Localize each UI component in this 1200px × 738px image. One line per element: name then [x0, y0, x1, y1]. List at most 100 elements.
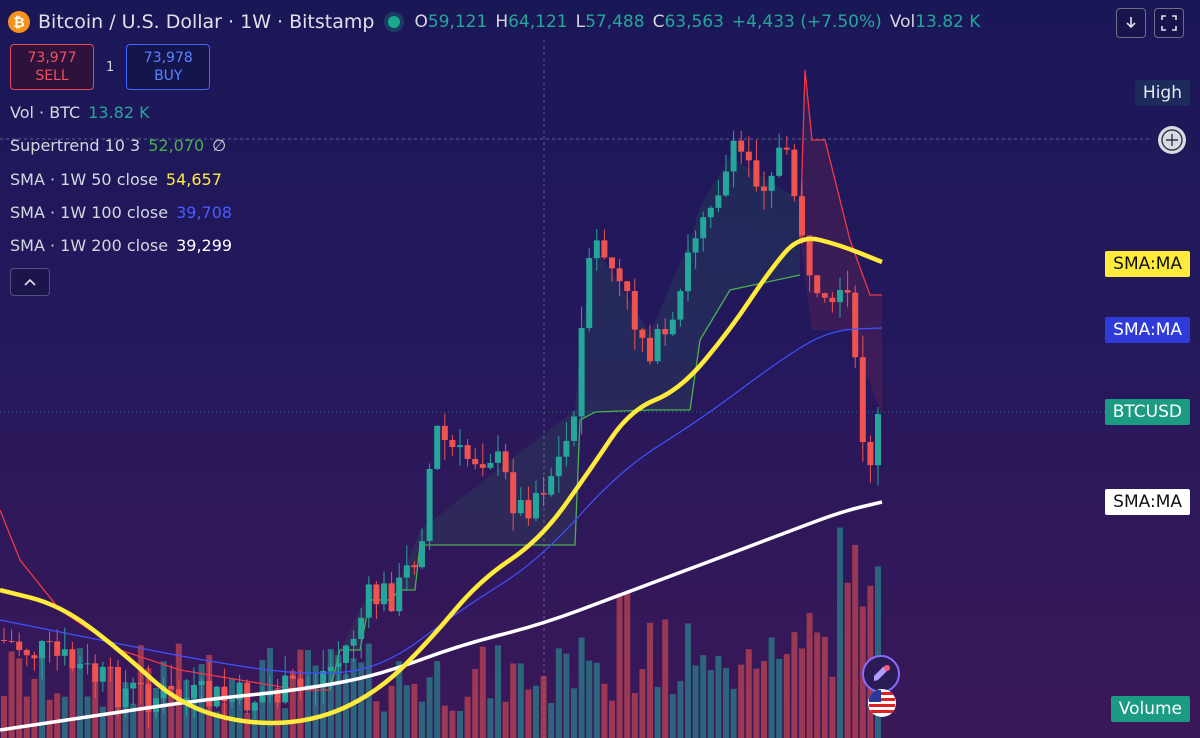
- candle-body: [396, 577, 403, 612]
- candles: [1, 130, 881, 729]
- volume-bar: [639, 669, 646, 738]
- candle-body: [434, 425, 441, 469]
- candle-body: [31, 655, 38, 659]
- volume-bar: [335, 654, 342, 738]
- candle-body: [563, 440, 570, 457]
- supertrend-fill: [330, 70, 882, 690]
- volume-bar: [426, 677, 433, 738]
- candle-body: [457, 445, 463, 448]
- sell-button[interactable]: 73,977 SELL: [10, 44, 94, 90]
- sell-price: 73,977: [27, 50, 77, 66]
- volume-bar: [403, 685, 410, 738]
- sma50-line: [0, 236, 883, 726]
- candle-body: [61, 649, 68, 656]
- volume-bar: [692, 665, 699, 738]
- candle-body: [122, 688, 129, 708]
- volume-bar: [350, 658, 357, 738]
- btcusd-price-label: BTCUSD: [1104, 399, 1190, 425]
- volume-bar: [601, 683, 608, 738]
- download-button[interactable]: [1116, 8, 1146, 38]
- volume-bar: [525, 689, 532, 738]
- assistant-button[interactable]: [862, 655, 900, 693]
- candle-body: [358, 617, 365, 639]
- candle-body: [274, 693, 281, 703]
- volume-bar: [555, 648, 562, 738]
- candle-body: [601, 240, 608, 258]
- volume-bar: [92, 667, 99, 738]
- legend-sma100[interactable]: SMA · 1W 100 close 39,708: [10, 203, 233, 222]
- supertrend-lines: [0, 69, 882, 691]
- candle-body: [517, 500, 524, 514]
- volume-bar: [274, 687, 281, 738]
- volume-bar: [761, 661, 767, 738]
- collapse-legend-button[interactable]: [10, 268, 50, 296]
- candle-body: [1, 640, 7, 641]
- volume-bar: [783, 654, 790, 738]
- candle-body: [753, 160, 760, 187]
- candle-body: [16, 641, 23, 650]
- candle-body: [867, 442, 874, 466]
- candle-body: [137, 682, 144, 685]
- volume-bar: [624, 592, 631, 738]
- region-button[interactable]: [868, 689, 896, 717]
- add-alert-button[interactable]: [1158, 126, 1186, 154]
- candle-body: [700, 217, 707, 239]
- volume-bar: [487, 698, 494, 738]
- candle-body: [654, 329, 661, 362]
- volume-bar: [738, 664, 745, 738]
- candle-body: [198, 680, 205, 686]
- candle-body: [639, 329, 646, 338]
- candle-body: [745, 151, 752, 161]
- legend-supertrend[interactable]: Supertrend 10 3 52,070 ∅: [10, 136, 227, 155]
- volume-bar: [396, 661, 403, 738]
- volume-bar: [373, 701, 380, 738]
- candle-body: [799, 196, 805, 236]
- candle-body: [350, 638, 357, 646]
- volume-bar: [46, 699, 53, 738]
- volume-bar: [707, 670, 714, 738]
- candle-body: [586, 258, 593, 329]
- candle-body: [381, 583, 387, 605]
- candle-body: [525, 500, 532, 519]
- volume-bar: [852, 544, 859, 738]
- volume-bar: [168, 687, 175, 738]
- fullscreen-button[interactable]: [1154, 8, 1184, 38]
- chevron-up-icon: [24, 278, 36, 286]
- candle-body: [495, 451, 501, 463]
- volume-bar: [1, 695, 7, 738]
- candle-body: [107, 666, 114, 668]
- candle-body: [859, 357, 866, 443]
- candle-body: [783, 147, 790, 150]
- candle-body: [77, 664, 83, 669]
- quantity[interactable]: 1: [106, 59, 115, 75]
- volume-bar: [548, 703, 555, 738]
- legend-sma50[interactable]: SMA · 1W 50 close 54,657: [10, 170, 222, 189]
- arrow-down-icon: [1126, 17, 1136, 29]
- sma-lines: [0, 236, 883, 732]
- candle-body: [707, 207, 714, 218]
- sma200-line: [0, 500, 883, 732]
- legend-sma200[interactable]: SMA · 1W 200 close 39,299: [10, 236, 233, 255]
- volume-bar: [411, 683, 418, 738]
- supertrend-down-line-2: [799, 69, 882, 296]
- volume-bar: [593, 662, 600, 738]
- volume-bars: [1, 527, 881, 738]
- buy-button[interactable]: 73,978 BUY: [126, 44, 211, 90]
- candle-body: [221, 686, 228, 702]
- candle-body: [768, 175, 775, 191]
- volume-bar: [844, 582, 851, 738]
- volume-bar: [16, 658, 23, 738]
- legend-volume[interactable]: Vol · BTC 13.82 K: [10, 103, 150, 122]
- candle-body: [39, 641, 45, 659]
- market-status-icon[interactable]: [388, 16, 401, 28]
- volume-bar: [814, 632, 821, 738]
- plus-circle-icon: [1161, 129, 1183, 151]
- symbol-title[interactable]: Bitcoin / U.S. Dollar · 1W · Bitstamp: [38, 11, 375, 33]
- volume-bar: [540, 676, 547, 738]
- candle-body: [662, 329, 669, 335]
- candle-body: [365, 584, 372, 618]
- volume-bar: [510, 663, 517, 738]
- volume-bar: [464, 696, 471, 738]
